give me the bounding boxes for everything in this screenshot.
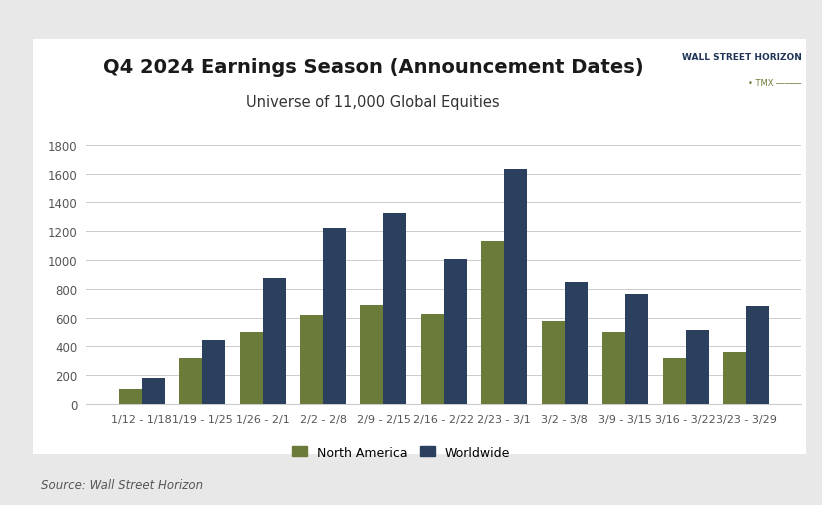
- Text: • TMX ―――: • TMX ―――: [748, 79, 801, 88]
- Bar: [482, 242, 505, 404]
- Bar: [542, 322, 565, 404]
- Bar: [141, 378, 164, 404]
- Text: Universe of 11,000 Global Equities: Universe of 11,000 Global Equities: [246, 94, 500, 110]
- Text: Source: Wall Street Horizon: Source: Wall Street Horizon: [41, 478, 203, 491]
- Bar: [421, 314, 444, 404]
- Bar: [444, 259, 467, 404]
- Bar: [119, 390, 141, 404]
- Bar: [663, 358, 686, 404]
- Bar: [262, 278, 285, 404]
- Bar: [240, 332, 262, 404]
- Bar: [323, 228, 346, 404]
- Bar: [686, 331, 709, 404]
- Bar: [361, 305, 383, 404]
- Text: WALL STREET HORIZON: WALL STREET HORIZON: [681, 53, 801, 62]
- Bar: [179, 358, 202, 404]
- Text: Q4 2024 Earnings Season (Announcement Dates): Q4 2024 Earnings Season (Announcement Da…: [103, 58, 643, 77]
- Bar: [746, 307, 769, 404]
- Bar: [723, 352, 746, 404]
- Bar: [300, 315, 323, 404]
- Bar: [505, 170, 527, 404]
- Bar: [383, 214, 406, 404]
- Bar: [202, 340, 225, 404]
- Bar: [603, 332, 626, 404]
- Bar: [565, 283, 588, 404]
- Legend: North America, Worldwide: North America, Worldwide: [292, 446, 510, 459]
- Bar: [626, 294, 648, 404]
